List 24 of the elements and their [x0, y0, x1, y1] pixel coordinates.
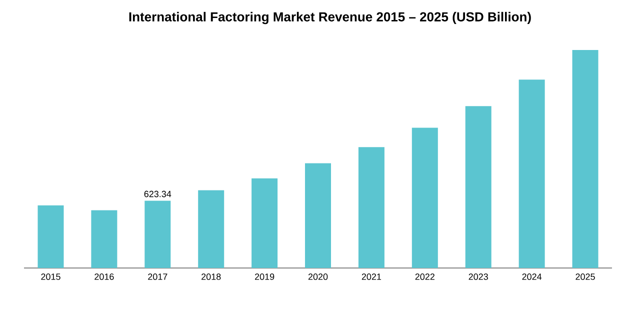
x-tick-label: 2021 — [362, 274, 382, 280]
x-tick-label: 2017 — [148, 274, 168, 280]
bar — [358, 147, 384, 268]
data-label: 623.34 — [144, 190, 172, 198]
bar — [572, 50, 598, 268]
bar — [198, 190, 224, 268]
bar — [305, 163, 331, 268]
x-tick-label: 2018 — [202, 274, 221, 280]
x-tick-label: 2019 — [254, 274, 274, 280]
bar — [465, 106, 492, 268]
x-tick-label: 2015 — [41, 274, 60, 280]
bar — [412, 128, 438, 268]
bar — [38, 205, 64, 268]
bar — [518, 80, 545, 268]
bar — [91, 210, 118, 268]
x-tick-label: 2024 — [522, 274, 542, 280]
x-tick-label: 2020 — [308, 274, 328, 280]
bar — [252, 178, 278, 268]
x-tick-label: 2023 — [468, 274, 488, 280]
bar — [144, 200, 171, 268]
chart-title: International Factoring Market Revenue 2015 – 2025 (USD Billion) — [129, 12, 531, 24]
x-tick-label: 2025 — [576, 274, 595, 280]
x-tick-label: 2022 — [415, 274, 434, 280]
x-tick-label: 2016 — [94, 274, 114, 280]
